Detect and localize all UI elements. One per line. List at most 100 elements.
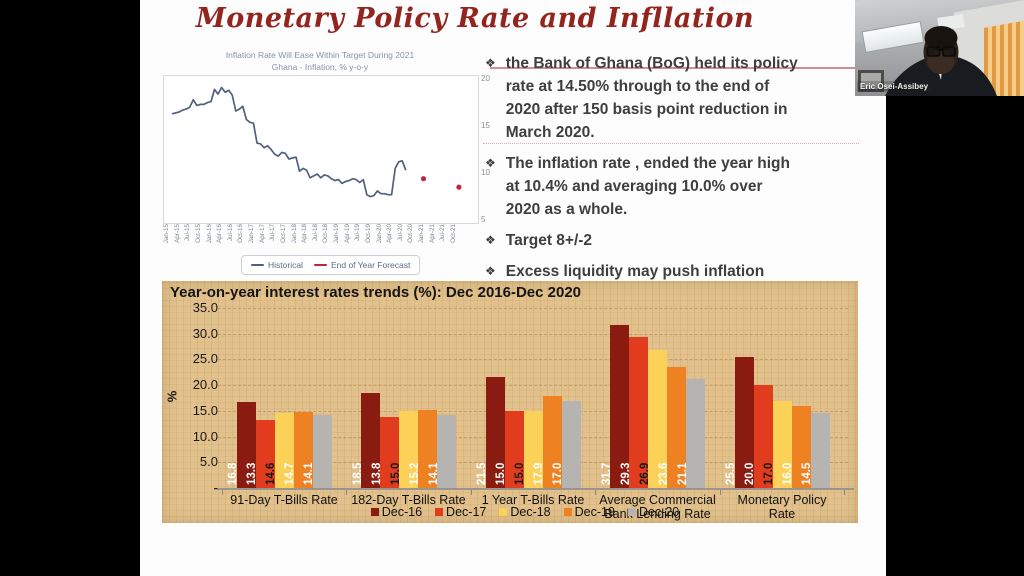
line-chart-subtitle: Ghana - Inflation, % y-o-y bbox=[271, 62, 369, 72]
bullet-text: The inflation rate , ended the year high… bbox=[505, 155, 790, 218]
line-x-tick-label: Jul-16 bbox=[226, 224, 234, 242]
bar-value-label: 14.5 bbox=[801, 462, 813, 485]
bar-value-label: 29.3 bbox=[619, 462, 632, 485]
person-silhouette bbox=[885, 26, 997, 96]
bar-value-label: 14.1 bbox=[427, 462, 440, 485]
line-x-tick-label: Apr-18 bbox=[301, 224, 309, 243]
line-x-tick-label: Jul-20 bbox=[396, 224, 404, 242]
bar-value-label: 14.1 bbox=[303, 462, 315, 485]
bar-dec-17: 13.3 bbox=[246, 419, 275, 488]
bar-dec-20: 14.1 bbox=[428, 415, 456, 488]
bar-value-label: 15.2 bbox=[408, 462, 421, 485]
bar-value-label: 31.7 bbox=[600, 462, 613, 485]
bar-y-tick-label: 25.0 bbox=[192, 351, 218, 367]
bar-dec-20: 14.1 bbox=[303, 415, 332, 488]
bar-value-label: 14.6 bbox=[265, 462, 277, 485]
bar-chart-title: Year-on-year interest rates trends (%): … bbox=[170, 284, 582, 301]
line-chart-plot bbox=[163, 75, 479, 224]
legend-item-forecast: End of Year Forecast bbox=[313, 260, 410, 270]
legend-label: Historical bbox=[268, 260, 303, 270]
legend-item-dec-18: Dec-18 bbox=[499, 505, 551, 519]
legend-label: Dec-20 bbox=[638, 505, 680, 519]
bar-chart-y-axis-label: % bbox=[164, 390, 180, 403]
line-y-tick-label: 20 bbox=[481, 74, 490, 83]
legend-swatch bbox=[563, 508, 572, 516]
bar-value-label: 23.6 bbox=[657, 462, 670, 485]
legend-swatch bbox=[435, 508, 444, 516]
bar-value-label: 15.0 bbox=[389, 462, 402, 485]
line-x-tick-label: Jul-17 bbox=[269, 224, 277, 242]
line-y-tick-label: 5 bbox=[481, 215, 486, 224]
bar-dec-16: 16.8 bbox=[227, 401, 256, 488]
bar-dec-19: 15.2 bbox=[409, 409, 437, 488]
bar-y-tick-label: 35.0 bbox=[192, 300, 218, 315]
category-axis-tick bbox=[470, 490, 472, 495]
slide-title: Monetary Policy Rate and Infllation bbox=[195, 3, 755, 34]
forecast-data-point bbox=[456, 184, 462, 190]
diamond-bullet-icon: ❖ bbox=[485, 156, 496, 170]
line-x-tick-label: Oct-16 bbox=[237, 224, 245, 243]
line-x-tick-label: Apr-21 bbox=[428, 224, 436, 243]
legend-item-historical: Historical bbox=[251, 260, 303, 270]
bar-value-label: 17.9 bbox=[533, 462, 545, 485]
bar-value-label: 16.0 bbox=[782, 462, 794, 485]
bar-value-label: 20.0 bbox=[744, 462, 756, 485]
bar-y-tick-label: 20.0 bbox=[192, 377, 218, 393]
bar-category-label: 182-Day T-Bills Rate bbox=[351, 493, 466, 507]
bar-dec-19: 23.6 bbox=[658, 366, 686, 488]
line-x-tick-label: Jan-19 bbox=[333, 224, 341, 244]
bullet-item: ❖ The inflation rate , ended the year hi… bbox=[485, 152, 867, 221]
bar-dec-16: 21.5 bbox=[476, 377, 505, 488]
legend-label: Dec-16 bbox=[381, 505, 423, 519]
bar-value-label: 17.0 bbox=[552, 462, 564, 485]
gridline bbox=[218, 359, 848, 361]
bar-dec-18: 14.6 bbox=[265, 412, 294, 488]
line-x-tick-label: Jan-18 bbox=[290, 224, 298, 244]
legend-swatch bbox=[499, 508, 508, 516]
forecast-data-point bbox=[420, 176, 427, 182]
bar-dec-17: 15.0 bbox=[495, 410, 524, 488]
line-x-tick-label: Jan-16 bbox=[205, 224, 213, 244]
bullet-list: ❖ the Bank of Ghana (BoG) held its polic… bbox=[485, 52, 867, 291]
bar-value-label: 13.8 bbox=[370, 462, 383, 485]
bullet-item: ❖ Target 8+/-2 bbox=[485, 229, 867, 252]
bar-y-tick-label: 10.0 bbox=[192, 428, 218, 444]
line-x-tick-label: Jan-20 bbox=[375, 224, 383, 244]
bullet-text: Excess liquidity may push inflation bbox=[505, 263, 765, 280]
line-y-tick-label: 10 bbox=[481, 168, 490, 177]
legend-item-dec-16: Dec-16 bbox=[370, 505, 423, 519]
line-x-tick-label: Oct-18 bbox=[322, 224, 330, 243]
diamond-bullet-icon: ❖ bbox=[485, 233, 496, 247]
line-chart-legend: Historical End of Year Forecast bbox=[241, 255, 421, 275]
line-x-tick-label: Jan-15 bbox=[163, 224, 170, 244]
legend-item-dec-17: Dec-17 bbox=[435, 505, 486, 519]
inflation-line-chart bbox=[171, 86, 462, 198]
line-x-tick-label: Apr-17 bbox=[258, 224, 266, 243]
line-x-tick-label: Jul-15 bbox=[184, 224, 192, 242]
line-y-tick-label: 15 bbox=[481, 121, 490, 130]
line-x-tick-label: Jul-21 bbox=[439, 224, 447, 242]
bar-y-tick-label: 30.0 bbox=[192, 325, 218, 341]
legend-label: Dec-18 bbox=[510, 505, 551, 519]
line-x-tick-label: Oct-19 bbox=[364, 224, 372, 243]
legend-item-dec-19: Dec-19 bbox=[563, 505, 615, 519]
category-axis-tick bbox=[595, 490, 597, 495]
bar-dec-20: 14.5 bbox=[801, 413, 830, 488]
bar-value-label: 26.9 bbox=[638, 462, 651, 485]
diamond-bullet-icon: ❖ bbox=[485, 264, 496, 278]
category-axis-tick bbox=[221, 490, 223, 495]
bar-value-label: 21.1 bbox=[676, 462, 689, 485]
line-x-tick-label: Apr-19 bbox=[343, 224, 351, 243]
bullet-item: ❖ the Bank of Ghana (BoG) held its polic… bbox=[485, 52, 867, 144]
bar-y-tick-label: 15.0 bbox=[192, 402, 218, 418]
bar-dec-20: 17.0 bbox=[552, 400, 581, 488]
line-x-tick-label: Jul-19 bbox=[354, 224, 362, 242]
presentation-slide: Monetary Policy Rate and Infllation Infl… bbox=[140, 0, 886, 576]
bar-y-tick-label: 5.0 bbox=[199, 454, 218, 470]
wall-picture-frame bbox=[858, 70, 884, 92]
bar-dec-18: 15.0 bbox=[390, 410, 418, 488]
bullet-item: ❖ Excess liquidity may push inflation bbox=[485, 260, 867, 283]
webcam-video-tile[interactable]: Eric Osei-Assibey bbox=[855, 0, 1024, 96]
bar-value-label: 16.8 bbox=[227, 462, 239, 485]
category-axis-tick bbox=[844, 490, 846, 495]
